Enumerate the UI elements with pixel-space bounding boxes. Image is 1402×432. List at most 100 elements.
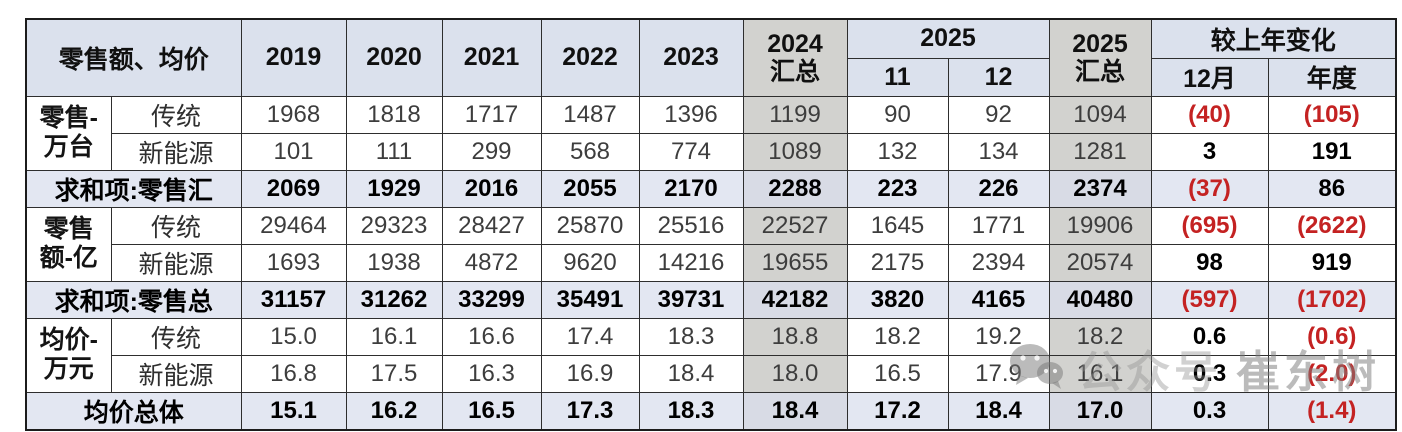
header-change-group: 较上年变化 bbox=[1150, 18, 1397, 59]
cell: 92 bbox=[947, 95, 1050, 134]
year-header-2019: 2019 bbox=[240, 18, 347, 97]
row-label: 传统 bbox=[110, 95, 242, 134]
table-row: 新能源 16.8 17.5 16.3 16.9 18.4 18.0 16.5 1… bbox=[26, 354, 1397, 393]
cell: 19655 bbox=[742, 243, 848, 282]
cell: 18.0 bbox=[742, 354, 848, 393]
cell: 18.2 bbox=[846, 317, 949, 356]
cell: 1717 bbox=[441, 95, 542, 134]
header-2025-total-line2: 汇总 bbox=[1074, 57, 1125, 86]
cell: 2170 bbox=[638, 169, 744, 208]
cell: 17.9 bbox=[947, 354, 1050, 393]
cell: 15.1 bbox=[240, 391, 347, 430]
cell: 4872 bbox=[441, 243, 542, 282]
group-label-line: 万元 bbox=[43, 355, 94, 383]
cell: (1.4) bbox=[1267, 391, 1397, 430]
cell: 132 bbox=[846, 132, 949, 171]
cell: 0.3 bbox=[1150, 354, 1269, 393]
cell: 18.3 bbox=[638, 391, 744, 430]
header-change-year: 年度 bbox=[1267, 57, 1397, 97]
cell: 1771 bbox=[947, 206, 1050, 245]
cell: 16.5 bbox=[846, 354, 949, 393]
cell: 29464 bbox=[240, 206, 347, 245]
cell: 25516 bbox=[638, 206, 744, 245]
row-label: 传统 bbox=[110, 317, 242, 356]
cell: 28427 bbox=[441, 206, 542, 245]
table-row: 零售- 万台 传统 1968 1818 1717 1487 1396 1199 … bbox=[25, 95, 1397, 171]
cell: 2175 bbox=[846, 243, 949, 282]
cell: (695) bbox=[1150, 206, 1269, 245]
year-header-2020: 2020 bbox=[345, 18, 443, 97]
cell: 299 bbox=[441, 132, 542, 171]
cell: 19.2 bbox=[947, 317, 1050, 356]
row-label: 新能源 bbox=[110, 132, 242, 171]
cell: 16.8 bbox=[240, 354, 347, 393]
corner-header: 零售额、均价 bbox=[25, 18, 242, 97]
cell: 17.3 bbox=[540, 391, 640, 430]
header-row-2: 11 12 12月 年度 bbox=[26, 57, 1397, 97]
row-group-retail-value: 零售 额-亿 bbox=[25, 206, 112, 282]
group-label-line: 额-亿 bbox=[39, 244, 98, 272]
cell: 16.1 bbox=[345, 317, 443, 356]
sum-row-avg-price: 均价总体 15.1 16.2 16.5 17.3 18.3 18.4 17.2 … bbox=[25, 391, 1397, 430]
table-row: 零售 额-亿 传统 29464 29323 28427 25870 25516 … bbox=[25, 206, 1397, 282]
cell: (0.6) bbox=[1267, 317, 1397, 356]
cell: 20574 bbox=[1048, 243, 1152, 282]
cell: (2.0) bbox=[1267, 354, 1397, 393]
cell: 1281 bbox=[1048, 132, 1152, 171]
cell: 134 bbox=[947, 132, 1050, 171]
table-row: 均价- 万元 传统 15.0 16.1 16.6 17.4 18.3 18.8 … bbox=[25, 317, 1397, 393]
cell: 18.8 bbox=[742, 317, 848, 356]
cell: 0.6 bbox=[1150, 317, 1269, 356]
sum-row-label: 求和项:零售汇 bbox=[25, 169, 242, 208]
cell: 16.6 bbox=[441, 317, 542, 356]
year-header-2023: 2023 bbox=[638, 18, 744, 97]
header-2024-total-line2: 汇总 bbox=[769, 57, 820, 86]
sum-row-label: 均价总体 bbox=[25, 391, 242, 430]
cell: 9620 bbox=[540, 243, 640, 282]
cell: 2394 bbox=[947, 243, 1050, 282]
cell: 18.4 bbox=[638, 354, 744, 393]
header-month-11: 11 bbox=[846, 57, 949, 97]
cell: (597) bbox=[1150, 280, 1269, 319]
cell: 1487 bbox=[540, 95, 640, 134]
table-row: 新能源 1693 1938 4872 9620 14216 19655 2175… bbox=[26, 243, 1397, 282]
cell: 40480 bbox=[1048, 280, 1152, 319]
cell: 16.9 bbox=[540, 354, 640, 393]
cell: 226 bbox=[947, 169, 1050, 208]
cell: 1818 bbox=[345, 95, 443, 134]
cell: 39731 bbox=[638, 280, 744, 319]
header-2024-total-line1: 2024 bbox=[767, 29, 823, 58]
cell: 2055 bbox=[540, 169, 640, 208]
cell: 42182 bbox=[742, 280, 848, 319]
cell: 98 bbox=[1150, 243, 1269, 282]
cell: 16.3 bbox=[441, 354, 542, 393]
header-2024-total: 2024 汇总 bbox=[742, 18, 848, 97]
header-2025-total-line1: 2025 bbox=[1072, 29, 1128, 58]
cell: 1089 bbox=[742, 132, 848, 171]
cell: 919 bbox=[1267, 243, 1397, 282]
row-label: 新能源 bbox=[110, 243, 242, 282]
cell: 17.5 bbox=[345, 354, 443, 393]
table-row: 新能源 101 111 299 568 774 1089 132 134 128… bbox=[26, 132, 1397, 171]
group-label-line: 万台 bbox=[43, 133, 94, 161]
cell: 223 bbox=[846, 169, 949, 208]
cell: (105) bbox=[1267, 95, 1397, 134]
cell: 1968 bbox=[240, 95, 347, 134]
sum-row-retail-value: 求和项:零售总 31157 31262 33299 35491 39731 42… bbox=[25, 280, 1397, 319]
cell: 35491 bbox=[540, 280, 640, 319]
retail-stats-table: 零售额、均价 2019 2020 2021 2022 2023 2024 汇总 … bbox=[25, 18, 1397, 431]
header-2025-total: 2025 汇总 bbox=[1048, 18, 1152, 97]
cell: 31262 bbox=[345, 280, 443, 319]
row-group-avg-price: 均价- 万元 bbox=[25, 317, 112, 393]
cell: 191 bbox=[1267, 132, 1397, 171]
cell: 17.2 bbox=[846, 391, 949, 430]
cell: 1645 bbox=[846, 206, 949, 245]
row-group-retail-units: 零售- 万台 bbox=[25, 95, 112, 171]
cell: 1929 bbox=[345, 169, 443, 208]
cell: 1938 bbox=[345, 243, 443, 282]
cell: 774 bbox=[638, 132, 744, 171]
row-label: 新能源 bbox=[110, 354, 242, 393]
header-row-1: 零售额、均价 2019 2020 2021 2022 2023 2024 汇总 … bbox=[25, 18, 1397, 97]
cell: 1094 bbox=[1048, 95, 1152, 134]
cell: 1396 bbox=[638, 95, 744, 134]
